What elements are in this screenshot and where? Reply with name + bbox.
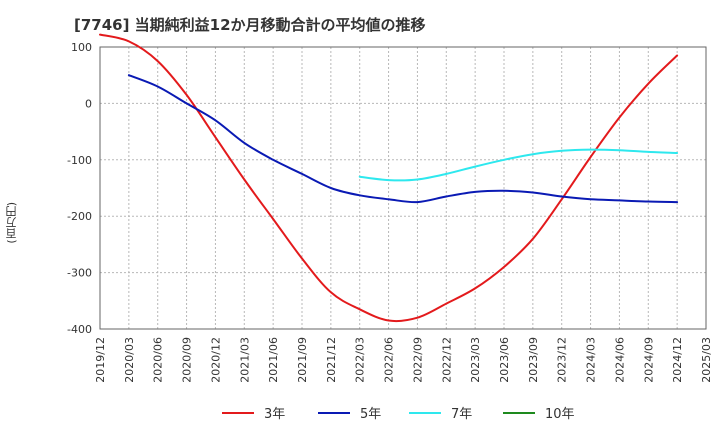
x-tick-label: 2020/06 (152, 337, 165, 383)
plot-frame (99, 46, 707, 330)
y-tick-label: -200 (67, 210, 92, 223)
x-tick-label: 2025/03 (700, 337, 713, 383)
x-tick-label: 2020/03 (123, 337, 136, 383)
y-tick-label: -300 (67, 267, 92, 280)
series-line-1 (99, 33, 679, 323)
grid-lines (99, 46, 707, 330)
legend-label-2: 5年 (360, 407, 381, 422)
x-tick-label: 2023/06 (498, 337, 511, 383)
y-tick-label: 0 (85, 97, 92, 110)
x-tick-label: 2021/03 (238, 337, 251, 383)
legend-label-4: 10年 (545, 407, 575, 422)
x-tick-label: 2020/12 (209, 337, 222, 383)
legend-label-1: 3年 (264, 407, 285, 422)
x-tick-label: 2024/03 (585, 337, 598, 383)
axes: 2019/12 2020/03 2020/06 2020/09 2020/12 2021/… (67, 41, 713, 383)
x-tick-label: 2024/06 (613, 337, 626, 383)
x-tick-label: 2022/12 (440, 337, 453, 383)
x-tick-label: 2023/09 (527, 337, 540, 383)
legend-label-3: 7年 (451, 407, 472, 422)
y-tick-label: 100 (71, 41, 92, 54)
x-tick-label: 2022/03 (354, 337, 367, 383)
y-tick-label: -400 (67, 323, 92, 336)
x-tick-label: 2022/09 (411, 337, 424, 383)
x-tick-label: 2021/06 (267, 337, 280, 383)
x-tick-label: 2021/12 (325, 337, 338, 383)
x-tick-label: 2023/03 (469, 337, 482, 383)
legend: 3年 5年 7年 10年 (222, 407, 575, 422)
x-tick-label: 2023/12 (556, 337, 569, 383)
x-tick-label: 2021/09 (296, 337, 309, 383)
series-line-3 (358, 148, 679, 182)
x-tick-label: 2024/09 (642, 337, 655, 383)
x-tick-label: 2024/12 (671, 337, 684, 383)
x-tick-label: 2019/12 (94, 337, 107, 383)
series-lines (99, 33, 679, 323)
x-tick-label: 2022/06 (383, 337, 396, 383)
chart-title: [7746] 当期純利益12か月移動合計の平均値の推移 (74, 16, 426, 34)
x-tick-label: 2020/09 (181, 337, 194, 383)
series-line-2 (127, 74, 679, 204)
y-tick-label: -100 (67, 154, 92, 167)
